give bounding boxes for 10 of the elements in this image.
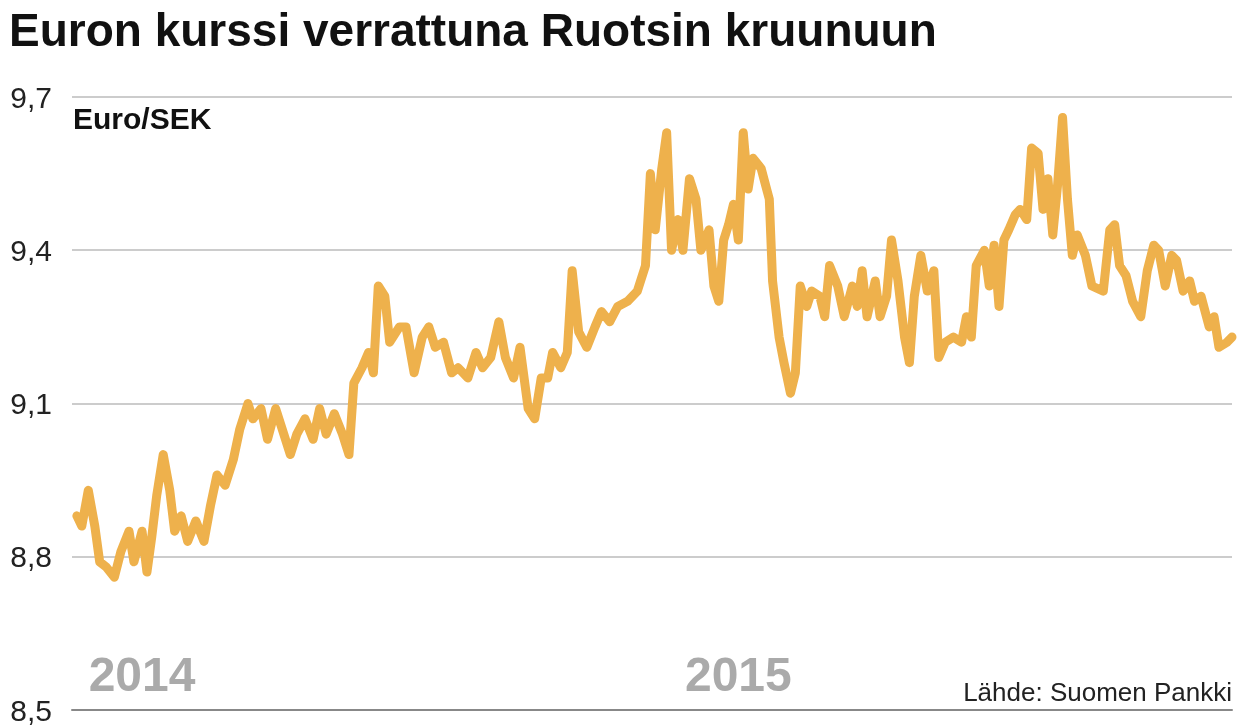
x-tick-label: 2015 bbox=[684, 647, 792, 701]
y-tick-label: 9,1 bbox=[10, 387, 52, 420]
y-tick-label: 8,5 bbox=[10, 693, 52, 725]
y-tick-label: 8,8 bbox=[10, 540, 52, 574]
annotation: Lähde: Suomen Pankki bbox=[963, 677, 1233, 707]
y-axis-title: Euro/SEK bbox=[73, 101, 212, 135]
y-tick-label: 9,4 bbox=[10, 233, 52, 267]
chart-title: Euron kurssi verrattuna Ruotsin kruunuun bbox=[9, 4, 937, 56]
y-tick-label: 9,7 bbox=[10, 80, 52, 114]
x-tick-label: 2014 bbox=[88, 647, 196, 701]
